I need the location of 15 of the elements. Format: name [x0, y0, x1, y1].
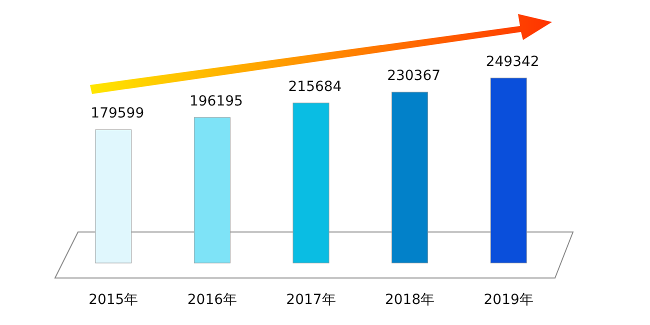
bar: [392, 92, 428, 264]
bar: [95, 129, 132, 264]
x-tick-label: 2015年: [88, 292, 138, 308]
data-label: 179599: [90, 106, 144, 122]
x-tick-label: 2017年: [286, 292, 336, 308]
data-label: 215684: [288, 78, 342, 95]
data-label: 230367: [387, 68, 441, 84]
bar: [292, 102, 330, 264]
data-label: 249342: [486, 54, 540, 70]
x-tick-label: 2019年: [484, 292, 534, 308]
x-tick-label: 2018年: [384, 292, 435, 308]
data-label: 196195: [189, 93, 243, 110]
bar: [490, 78, 527, 264]
x-tick-label: 2016年: [187, 292, 238, 308]
bar: [194, 117, 230, 264]
